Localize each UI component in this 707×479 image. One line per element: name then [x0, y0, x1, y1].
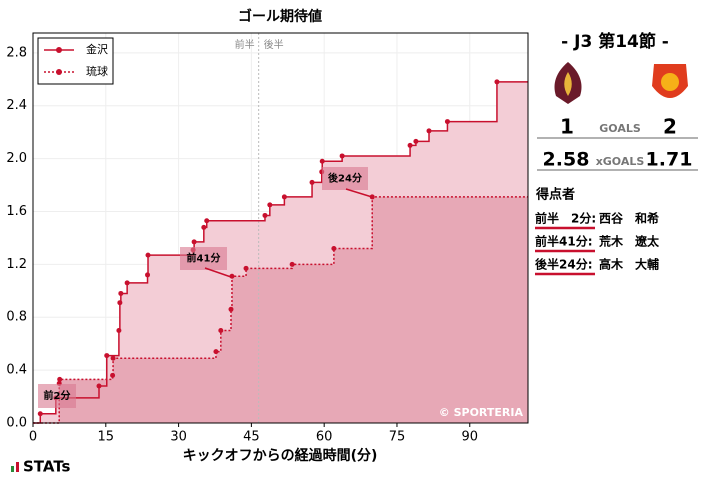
- plot-frame: [32, 32, 529, 424]
- point: [201, 224, 207, 230]
- point: [319, 158, 325, 164]
- point: [369, 194, 375, 200]
- point: [281, 194, 287, 200]
- y-tick-label: 1.6: [6, 204, 27, 219]
- y-tick-label: 1.2: [6, 257, 27, 272]
- round: - J3 第14節 -: [561, 31, 669, 52]
- y-tick-label: 2.0: [6, 151, 27, 166]
- scorers-title: 得点者: [535, 187, 575, 203]
- goal-pointer: [345, 188, 373, 198]
- chart-title: ゴール期待値: [238, 8, 322, 25]
- goal-box: [322, 167, 368, 190]
- away-crest: [652, 64, 688, 98]
- y-tick-label: 2.4: [6, 98, 27, 113]
- y-tick-label: 0.0: [6, 416, 27, 431]
- point: [262, 212, 268, 218]
- point: [124, 280, 130, 286]
- point: [204, 218, 210, 224]
- legend-box: [37, 37, 114, 85]
- scorer-time: 前半 2分:: [535, 211, 596, 226]
- scorer-name: 高木 大輔: [599, 257, 659, 272]
- point: [104, 353, 110, 359]
- goals-label: GOALS: [599, 122, 641, 135]
- half-label: 後半: [264, 38, 284, 51]
- x-tick-label: 30: [170, 430, 187, 445]
- point: [57, 376, 63, 382]
- point: [145, 272, 151, 278]
- scorer-time: 後半24分:: [535, 257, 593, 272]
- point: [243, 265, 249, 271]
- point: [407, 142, 413, 148]
- away-goals: 2: [663, 115, 677, 139]
- legend-label: 金沢: [86, 42, 108, 56]
- xg-label: xGOALS: [596, 155, 645, 168]
- legend-label: 琉球: [86, 64, 108, 78]
- legend-dot: [56, 47, 62, 53]
- scorer-name: 荒木 遼太: [598, 234, 660, 249]
- home-goals: 1: [560, 115, 574, 139]
- point: [191, 239, 197, 245]
- point: [96, 383, 102, 389]
- point: [213, 349, 219, 355]
- goal-label: 後24分: [328, 172, 362, 185]
- point: [339, 153, 345, 159]
- goal-label: 前2分: [44, 389, 71, 402]
- watermark: © SPORTERIA: [439, 406, 524, 419]
- point: [145, 252, 151, 258]
- home-xg: 2.58: [543, 149, 590, 171]
- point: [218, 327, 224, 333]
- goal-pointer: [204, 267, 232, 278]
- point: [110, 372, 116, 378]
- point: [426, 128, 432, 134]
- point: [118, 290, 124, 296]
- scorer-time: 前半41分:: [535, 234, 593, 249]
- point: [331, 245, 337, 251]
- y-tick-label: 2.8: [6, 45, 27, 60]
- x-tick-label: 0: [29, 430, 37, 445]
- y-tick-label: 0.8: [6, 310, 27, 325]
- home-crest: [554, 62, 582, 104]
- logo: [11, 462, 19, 472]
- point: [37, 411, 43, 417]
- point: [117, 300, 123, 306]
- point: [110, 355, 116, 361]
- logo-text: STATs: [23, 458, 71, 476]
- legend-dot: [56, 69, 62, 75]
- point: [444, 119, 450, 125]
- point: [228, 306, 234, 312]
- point: [289, 261, 295, 267]
- x-tick-label: 90: [461, 430, 478, 445]
- x-axis-label: キックオフからの経過時間(分): [183, 447, 378, 464]
- x-tick-label: 75: [389, 430, 406, 445]
- area: [33, 196, 528, 423]
- x-tick-label: 45: [243, 430, 260, 445]
- point: [413, 138, 419, 144]
- away-xg: 1.71: [646, 149, 693, 171]
- point: [116, 327, 122, 333]
- half-label: 前半: [235, 38, 255, 51]
- point: [309, 179, 315, 185]
- scorer-name: 西谷 和希: [599, 211, 659, 226]
- x-tick-label: 60: [316, 430, 333, 445]
- x-tick-label: 15: [98, 430, 115, 445]
- step-line: [33, 196, 528, 424]
- point: [267, 202, 273, 208]
- goal-box: [38, 384, 76, 408]
- y-tick-label: 0.4: [6, 363, 27, 378]
- goal-label: 前41分: [187, 252, 221, 265]
- point: [494, 79, 500, 85]
- goal-box: [180, 247, 227, 270]
